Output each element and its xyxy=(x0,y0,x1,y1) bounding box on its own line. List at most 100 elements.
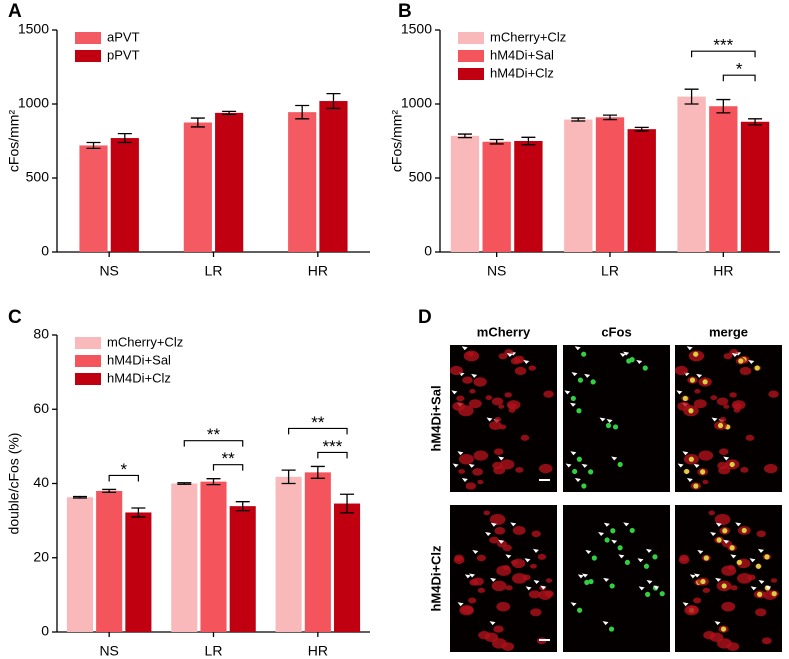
green-cell xyxy=(754,365,760,371)
green-cell xyxy=(755,563,762,569)
error-bar xyxy=(177,482,192,485)
red-cell xyxy=(458,454,474,465)
bar xyxy=(334,503,361,632)
y-tick-label: 60 xyxy=(33,400,49,416)
error-bar xyxy=(521,136,536,146)
red-cell xyxy=(472,468,483,476)
micrograph xyxy=(563,345,670,492)
red-cell xyxy=(456,395,465,402)
bar xyxy=(229,506,256,632)
row-title: hM4Di+Sal xyxy=(428,385,443,451)
arrowhead xyxy=(533,580,540,585)
error-bar xyxy=(340,493,355,514)
green-cell xyxy=(764,554,770,560)
bar xyxy=(183,122,212,252)
bar xyxy=(171,483,198,632)
x-tick-label: LR xyxy=(601,263,619,279)
green-cell xyxy=(659,591,665,597)
arrowhead xyxy=(638,586,645,591)
arrowhead xyxy=(461,346,468,351)
bar xyxy=(96,490,123,632)
red-cell xyxy=(768,390,779,398)
arrowhead xyxy=(677,463,684,468)
y-axis-label: double/cFos (%) xyxy=(6,433,22,535)
red-cell xyxy=(520,434,530,441)
legend-swatch xyxy=(75,355,101,367)
column-title: mCherry xyxy=(477,324,531,339)
significance-label: ** xyxy=(221,449,235,468)
red-cell xyxy=(719,417,727,422)
green-cell xyxy=(581,351,587,357)
arrowhead xyxy=(603,577,610,582)
arrowhead xyxy=(489,621,496,626)
arrowhead xyxy=(749,558,756,563)
arrowhead xyxy=(472,550,479,555)
arrowhead xyxy=(689,574,696,579)
red-cell xyxy=(493,466,506,475)
arrowhead xyxy=(637,558,644,563)
arrowhead xyxy=(697,550,704,555)
red-cell xyxy=(714,513,731,525)
red-cell xyxy=(489,513,506,525)
red-cell xyxy=(484,632,499,642)
panel-label: D xyxy=(418,307,432,328)
arrowhead xyxy=(611,456,618,461)
green-cell xyxy=(588,578,594,585)
legend-label: aPVT xyxy=(107,29,140,44)
error-bar xyxy=(748,118,763,126)
arrowhead xyxy=(715,577,722,582)
red-cell xyxy=(740,466,749,473)
panel-label: C xyxy=(8,307,22,328)
error-bar xyxy=(72,495,87,499)
arrowhead xyxy=(619,353,626,358)
significance-label: * xyxy=(736,60,743,79)
error-bar xyxy=(235,501,250,512)
red-cell xyxy=(515,466,524,473)
red-cell xyxy=(465,482,477,490)
red-cell xyxy=(458,469,466,474)
y-tick-label: 1500 xyxy=(18,21,49,37)
green-cell xyxy=(609,583,615,589)
red-cell xyxy=(477,479,484,485)
arrowhead xyxy=(498,539,505,544)
red-cell xyxy=(496,601,511,612)
red-cell xyxy=(694,389,701,394)
arrowhead xyxy=(582,573,589,578)
green-cell xyxy=(682,395,688,402)
arrowhead xyxy=(570,602,577,607)
red-cell xyxy=(755,608,767,617)
green-cell xyxy=(721,583,727,589)
red-cell xyxy=(731,400,746,410)
red-cell xyxy=(530,563,537,569)
green-cell xyxy=(729,545,735,551)
green-cell xyxy=(700,578,706,585)
arrowhead xyxy=(486,417,493,422)
arrowhead xyxy=(505,554,512,559)
arrowhead xyxy=(581,463,588,468)
y-tick-label: 0 xyxy=(41,623,49,639)
legend-label: hM4Di+Sal xyxy=(490,47,554,62)
arrowhead xyxy=(524,558,531,563)
red-cell xyxy=(501,642,515,651)
arrowhead xyxy=(599,417,606,422)
significance-bracket xyxy=(183,440,244,447)
green-cell xyxy=(590,379,596,385)
legend-swatch xyxy=(458,68,484,80)
green-cell xyxy=(570,395,576,402)
green-cell xyxy=(617,461,623,468)
red-cell xyxy=(449,365,463,376)
arrowhead xyxy=(510,522,517,527)
bar xyxy=(740,121,770,252)
legend-label: hM4Di+Sal xyxy=(107,352,171,367)
green-cell xyxy=(688,456,694,462)
green-cell xyxy=(738,358,744,364)
bar xyxy=(709,106,738,252)
green-cell xyxy=(576,456,582,462)
arrowhead xyxy=(457,602,464,607)
error-bar xyxy=(571,117,586,122)
arrowhead xyxy=(577,574,584,579)
significance-bracket xyxy=(108,474,139,482)
column-title: cFos xyxy=(601,324,631,339)
red-cell xyxy=(709,632,724,642)
